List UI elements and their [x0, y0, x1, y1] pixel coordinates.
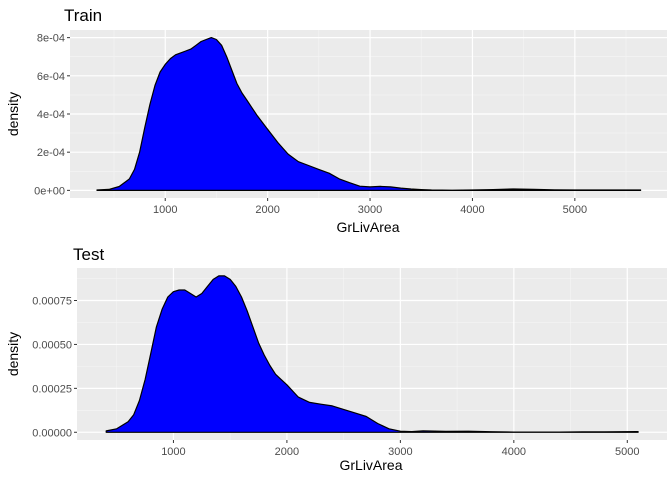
x-tick-label: 3000 — [388, 446, 412, 458]
y-tick-label: 6e-04 — [37, 71, 65, 83]
y-axis-title: density — [5, 332, 21, 376]
x-tick-label: 5000 — [615, 446, 639, 458]
x-tick-label: 1000 — [161, 446, 185, 458]
y-tick-label: 0.00075 — [32, 296, 72, 308]
axis-ticks: 1000 2000 3000 4000 5000 0.00000 0.00025 0.0005… — [32, 296, 639, 458]
x-tick-label: 5000 — [563, 204, 587, 216]
test-density-chart: Test 1000 2000 3000 4000 5000 0.00000 0.00025 0… — [5, 245, 667, 473]
x-tick-label: 3000 — [358, 204, 382, 216]
x-axis-title: GrLivArea — [336, 219, 399, 235]
y-tick-label: 0.00050 — [32, 339, 72, 351]
x-tick-label: 2000 — [255, 204, 279, 216]
x-tick-label: 1000 — [153, 204, 177, 216]
x-axis-title: GrLivArea — [339, 457, 402, 473]
density-area — [96, 37, 642, 191]
y-tick-label: 2e-04 — [37, 147, 65, 159]
y-tick-label: 0.00025 — [32, 383, 72, 395]
x-tick-label: 2000 — [275, 446, 299, 458]
chart-title: Train — [64, 6, 102, 25]
axis-ticks: 1000 2000 3000 4000 5000 0e+00 2e-04 4e-04 6e-04… — [34, 33, 587, 216]
y-tick-label: 8e-04 — [37, 33, 65, 45]
train-density-chart: Train 1000 2000 3000 4000 5000 0e+00 2e-04 4e-0… — [5, 6, 667, 235]
x-tick-label: 4000 — [460, 204, 484, 216]
chart-title: Test — [73, 245, 104, 264]
x-tick-label: 4000 — [502, 446, 526, 458]
density-area — [105, 275, 639, 433]
y-tick-label: 0e+00 — [34, 185, 65, 197]
y-tick-label: 0.00000 — [32, 427, 72, 439]
y-tick-label: 4e-04 — [37, 109, 65, 121]
y-axis-title: density — [5, 92, 21, 136]
